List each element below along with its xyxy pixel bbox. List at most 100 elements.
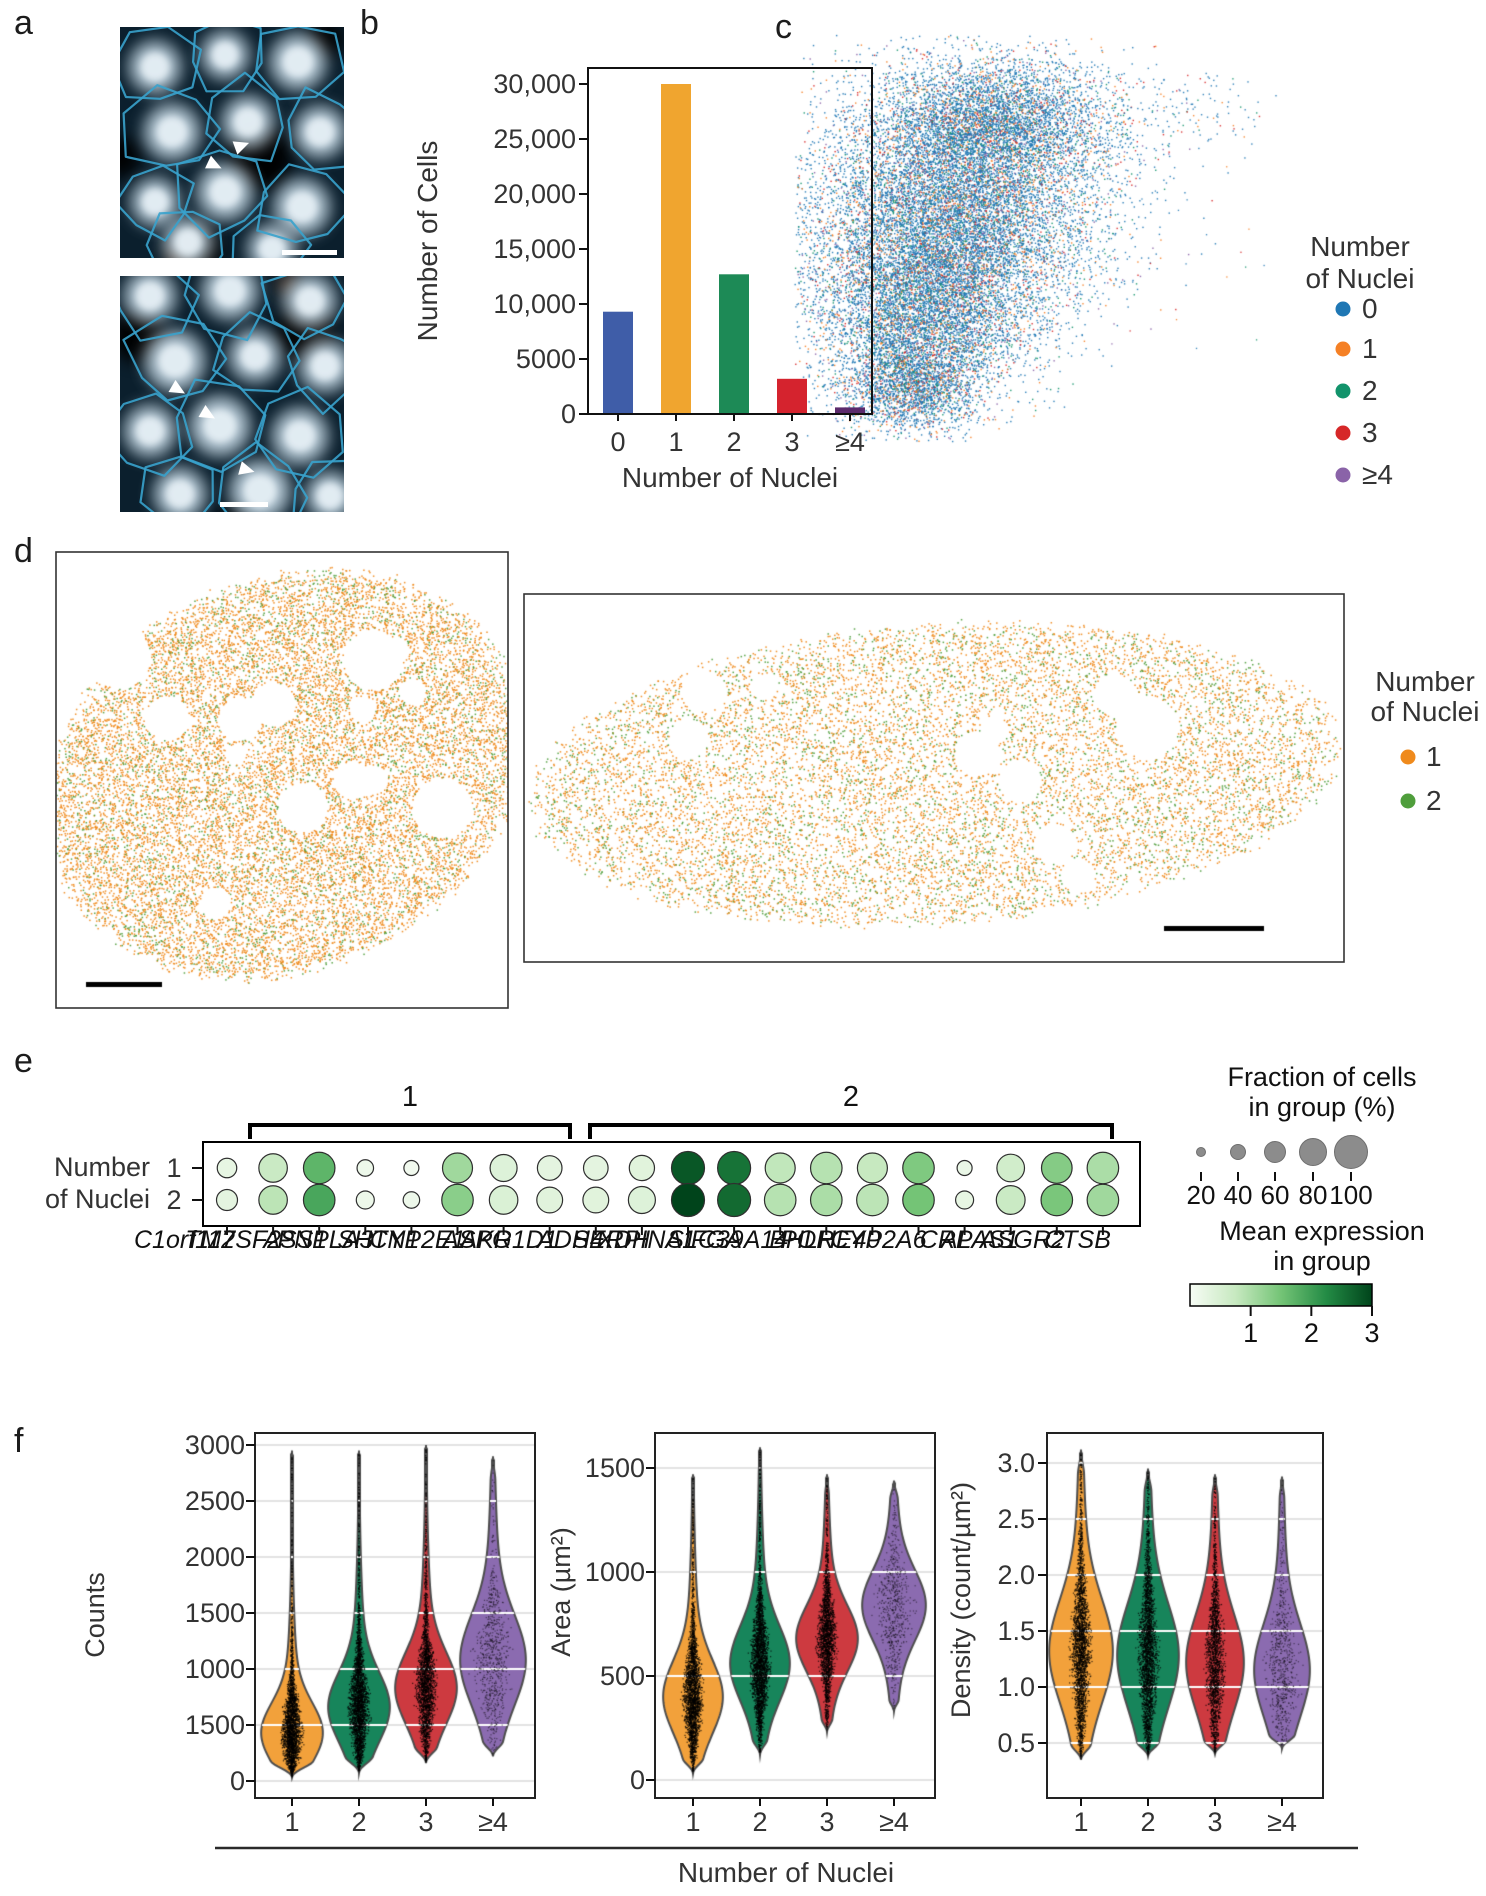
c-legend-dot-2	[1335, 383, 1351, 399]
e-dot-SERPINA1-row1	[670, 1150, 706, 1186]
e-size-legend-tick: 20	[1187, 1180, 1216, 1210]
f-xtick: 1	[1073, 1807, 1088, 1837]
e-dot-BHLHE40-row2	[856, 1183, 889, 1217]
e-gene-label: XDH	[596, 1226, 651, 1254]
cell-outline	[292, 459, 344, 512]
e-gene-label: ASS1	[261, 1226, 327, 1254]
e-dot-CYP2A6-row2	[902, 1183, 935, 1217]
cell-outline	[191, 27, 263, 93]
f-xtick: 3	[819, 1807, 834, 1837]
e-group-label: 1	[402, 1081, 418, 1113]
e-dot-ADH4-row1	[582, 1155, 609, 1181]
cell-outline	[122, 84, 222, 167]
f-ytick: 3.0	[997, 1448, 1035, 1478]
arrowhead-icon	[198, 404, 215, 419]
c-legend-dot-≥4	[1335, 467, 1351, 483]
e-dot-TM7SF2-row1	[258, 1153, 288, 1183]
f-ytick: 2.5	[997, 1504, 1035, 1534]
e-gene-label: SLC39A14	[667, 1226, 788, 1254]
e-gene-label: CRP	[920, 1226, 973, 1254]
e-gene-label: TM7SF2	[185, 1226, 281, 1254]
e-dot-SHTN1-row1	[403, 1159, 420, 1177]
e-dot-POR-row1	[809, 1151, 843, 1185]
cell-outline	[120, 392, 194, 477]
cell-outline	[183, 276, 268, 342]
c-legend-title: of Nuclei	[1306, 263, 1415, 294]
e-row-label: 1	[166, 1153, 181, 1183]
cell-outline	[175, 378, 267, 473]
e-dot-PNPLA3-row2	[355, 1190, 375, 1210]
e-row-title: Number	[54, 1152, 150, 1182]
e-gene-label: ASPG	[440, 1226, 511, 1254]
e-colorbar-tick: 2	[1304, 1318, 1319, 1348]
cell-outline	[145, 210, 224, 258]
b-xtick: 1	[668, 427, 683, 457]
e-dot-TM7SF2-row2	[258, 1185, 288, 1215]
f-ylabel: Density (count/µm²)	[946, 1482, 976, 1718]
cell-outline	[120, 276, 201, 342]
f-ytick: 1.5	[997, 1616, 1035, 1646]
spatial-section-1-canvas	[56, 552, 508, 1008]
f-xtick: 2	[752, 1807, 767, 1837]
e-dot-SLC39A14-row1	[764, 1152, 796, 1184]
e-dot-C1orf112-row2	[215, 1188, 239, 1212]
e-dot-ASPG-row2	[488, 1185, 519, 1215]
umap-scatter-canvas	[790, 30, 1280, 445]
e-dot-ASS1-row1	[302, 1151, 336, 1185]
f-ytick: 500	[600, 1661, 645, 1691]
e-size-legend-tick: 60	[1261, 1180, 1290, 1210]
b-ytick: 30,000	[493, 69, 576, 99]
b-xlabel: Number of Nuclei	[622, 462, 838, 493]
e-group-label: 2	[843, 1081, 859, 1113]
e-size-legend-dot	[1196, 1147, 1206, 1157]
e-colorbar-tick: 1	[1243, 1318, 1258, 1348]
cell-outline	[120, 164, 195, 242]
e-size-legend-title: in group (%)	[1248, 1092, 1395, 1122]
f-xtick: 2	[351, 1807, 366, 1837]
bar-nuclei-1	[661, 84, 691, 414]
panel-f-footer: Number of Nuclei	[215, 1846, 1358, 1888]
e-size-legend-tick: 100	[1329, 1180, 1372, 1210]
e-dot-FGA-row1	[716, 1150, 752, 1186]
b-ylabel: Number of Cells	[412, 141, 443, 342]
bar-nuclei-0	[603, 311, 633, 414]
violin-counts-canvas	[255, 1433, 535, 1798]
e-dot-CTSB-row2	[1086, 1183, 1120, 1217]
c-legend-dot-0	[1335, 301, 1351, 317]
panel-a-label: a	[14, 4, 33, 42]
cell-outline	[139, 455, 214, 512]
e-dot-ALAS1-row2	[995, 1184, 1026, 1215]
e-size-legend-dot	[1299, 1138, 1327, 1166]
e-dot-SLC39A14-row2	[763, 1183, 797, 1217]
e-group-bracket	[248, 1123, 572, 1139]
e-dot-CRP-row1	[956, 1159, 973, 1177]
e-gene-label: ADH4	[535, 1226, 604, 1254]
e-dot-CYP2A6-row1	[902, 1151, 935, 1185]
d-legend-label: 2	[1426, 785, 1442, 816]
cell-outline	[255, 27, 344, 101]
f-ylabel: Area (µm²)	[546, 1527, 576, 1657]
f-ytick: 0.5	[997, 1728, 1035, 1758]
microscopy-image-top	[120, 27, 344, 258]
b-ytick: 25,000	[493, 124, 576, 154]
f-ytick: 1.0	[997, 1672, 1035, 1702]
panel-b-label: b	[360, 4, 379, 42]
f-ytick: 1000	[585, 1557, 645, 1587]
e-dot-SHTN1-row2	[402, 1191, 421, 1209]
f-ytick: 1500	[585, 1453, 645, 1483]
f-ytick: 2500	[185, 1486, 245, 1516]
c-legend-title: Number	[1310, 231, 1410, 262]
e-gene-label: BHLHE40	[769, 1226, 880, 1254]
b-ytick: 0	[561, 399, 576, 429]
e-gene-label: CTSB	[1044, 1226, 1111, 1254]
arrowhead-icon	[168, 379, 185, 394]
b-xtick: 0	[610, 427, 625, 457]
e-dot-SERPINA1-row2	[670, 1182, 706, 1218]
d-legend-dot-1	[1400, 749, 1416, 765]
e-gene-label: C1orf112	[134, 1226, 235, 1254]
e-dot-FGA-row2	[716, 1182, 752, 1218]
f-ytick: 2000	[185, 1542, 245, 1572]
f-ytick: 0	[630, 1765, 645, 1795]
b-xtick: 2	[726, 427, 741, 457]
